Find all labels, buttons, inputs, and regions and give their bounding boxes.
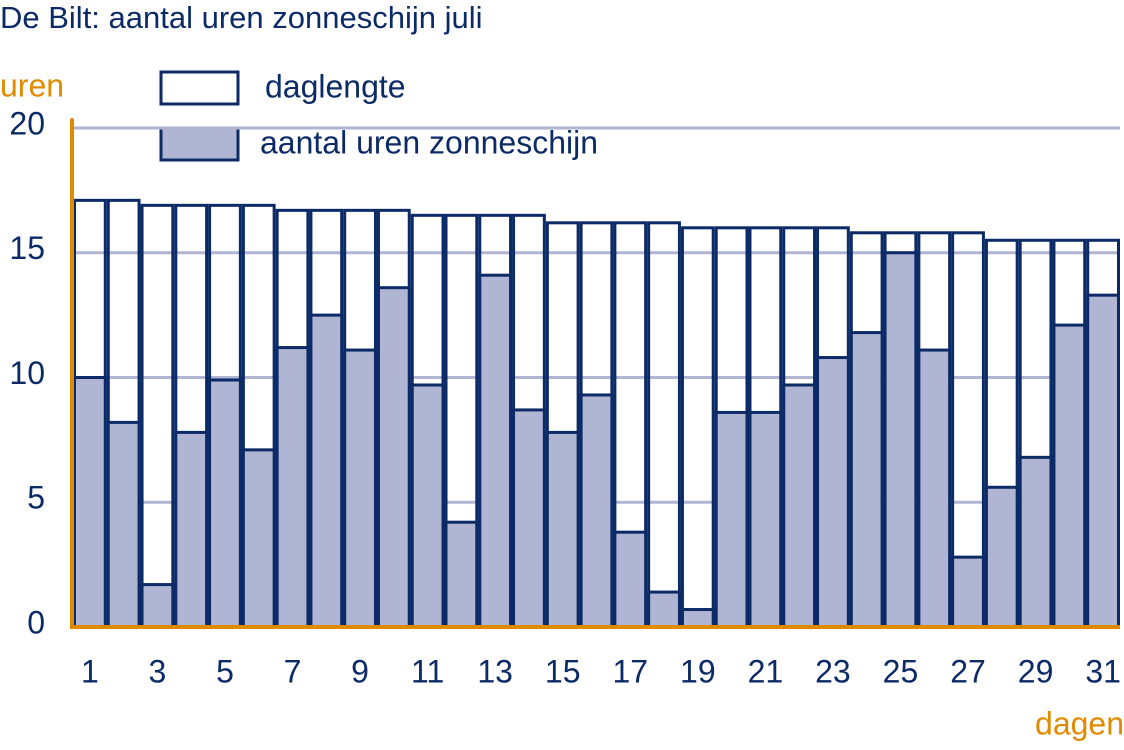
x-tick-label: 31 — [1085, 653, 1121, 689]
bar — [309, 313, 344, 629]
x-tick-label: 19 — [680, 653, 716, 689]
x-tick-label: 21 — [748, 653, 784, 689]
x-tick-label: 13 — [477, 653, 513, 689]
bar — [343, 348, 377, 629]
bar — [545, 430, 580, 629]
bar — [680, 608, 715, 629]
y-axis-label: uren — [0, 67, 64, 103]
x-axis-label: dagen — [1035, 705, 1124, 741]
x-tick-label: 17 — [612, 653, 648, 689]
bar — [613, 530, 648, 629]
bar — [512, 408, 546, 629]
y-tick-label: 0 — [27, 604, 45, 640]
bar — [849, 331, 884, 629]
bar — [140, 583, 175, 629]
chart-title: De Bilt: aantal uren zonneschijn juli — [0, 0, 483, 35]
bar — [579, 393, 614, 629]
x-tick-label: 9 — [351, 653, 369, 689]
bar — [174, 430, 209, 629]
y-tick-label: 15 — [9, 230, 45, 266]
bar — [241, 448, 276, 629]
bar — [275, 346, 310, 629]
bar — [951, 555, 985, 629]
legend-swatch — [159, 70, 240, 106]
bar — [410, 383, 445, 629]
bar — [1018, 455, 1053, 629]
bar — [984, 485, 1019, 629]
bar — [883, 251, 918, 629]
x-tick-label: 27 — [950, 653, 986, 689]
bar — [444, 520, 479, 629]
y-tick-label: 5 — [27, 480, 45, 516]
x-tick-label: 29 — [1018, 653, 1054, 689]
bar — [647, 221, 681, 629]
legend-label: aantal uren zonneschijn — [260, 124, 598, 160]
bar — [748, 410, 783, 629]
legend-label: daglengte — [265, 68, 406, 104]
bar — [680, 226, 715, 629]
x-tick-label: 11 — [411, 653, 444, 689]
bar — [208, 378, 242, 629]
x-tick-label: 7 — [284, 653, 302, 689]
bar — [714, 410, 749, 629]
x-tick-label: 5 — [216, 653, 234, 689]
bar — [647, 590, 681, 629]
x-tick-label: 3 — [149, 653, 167, 689]
bar — [106, 420, 141, 629]
x-tick-label: 15 — [545, 653, 581, 689]
bar — [1086, 293, 1121, 629]
legend-swatch — [159, 126, 240, 162]
x-tick-label: 1 — [81, 653, 99, 689]
bar — [73, 376, 107, 629]
bar — [1052, 323, 1087, 629]
bar — [140, 203, 175, 629]
bar — [478, 273, 513, 629]
bar — [782, 383, 817, 629]
bar — [376, 286, 411, 629]
y-tick-label: 20 — [9, 105, 45, 141]
bar — [816, 356, 850, 629]
x-tick-label: 25 — [883, 653, 919, 689]
y-tick-label: 10 — [9, 355, 45, 391]
x-tick-label: 23 — [815, 653, 851, 689]
bar — [917, 348, 952, 629]
